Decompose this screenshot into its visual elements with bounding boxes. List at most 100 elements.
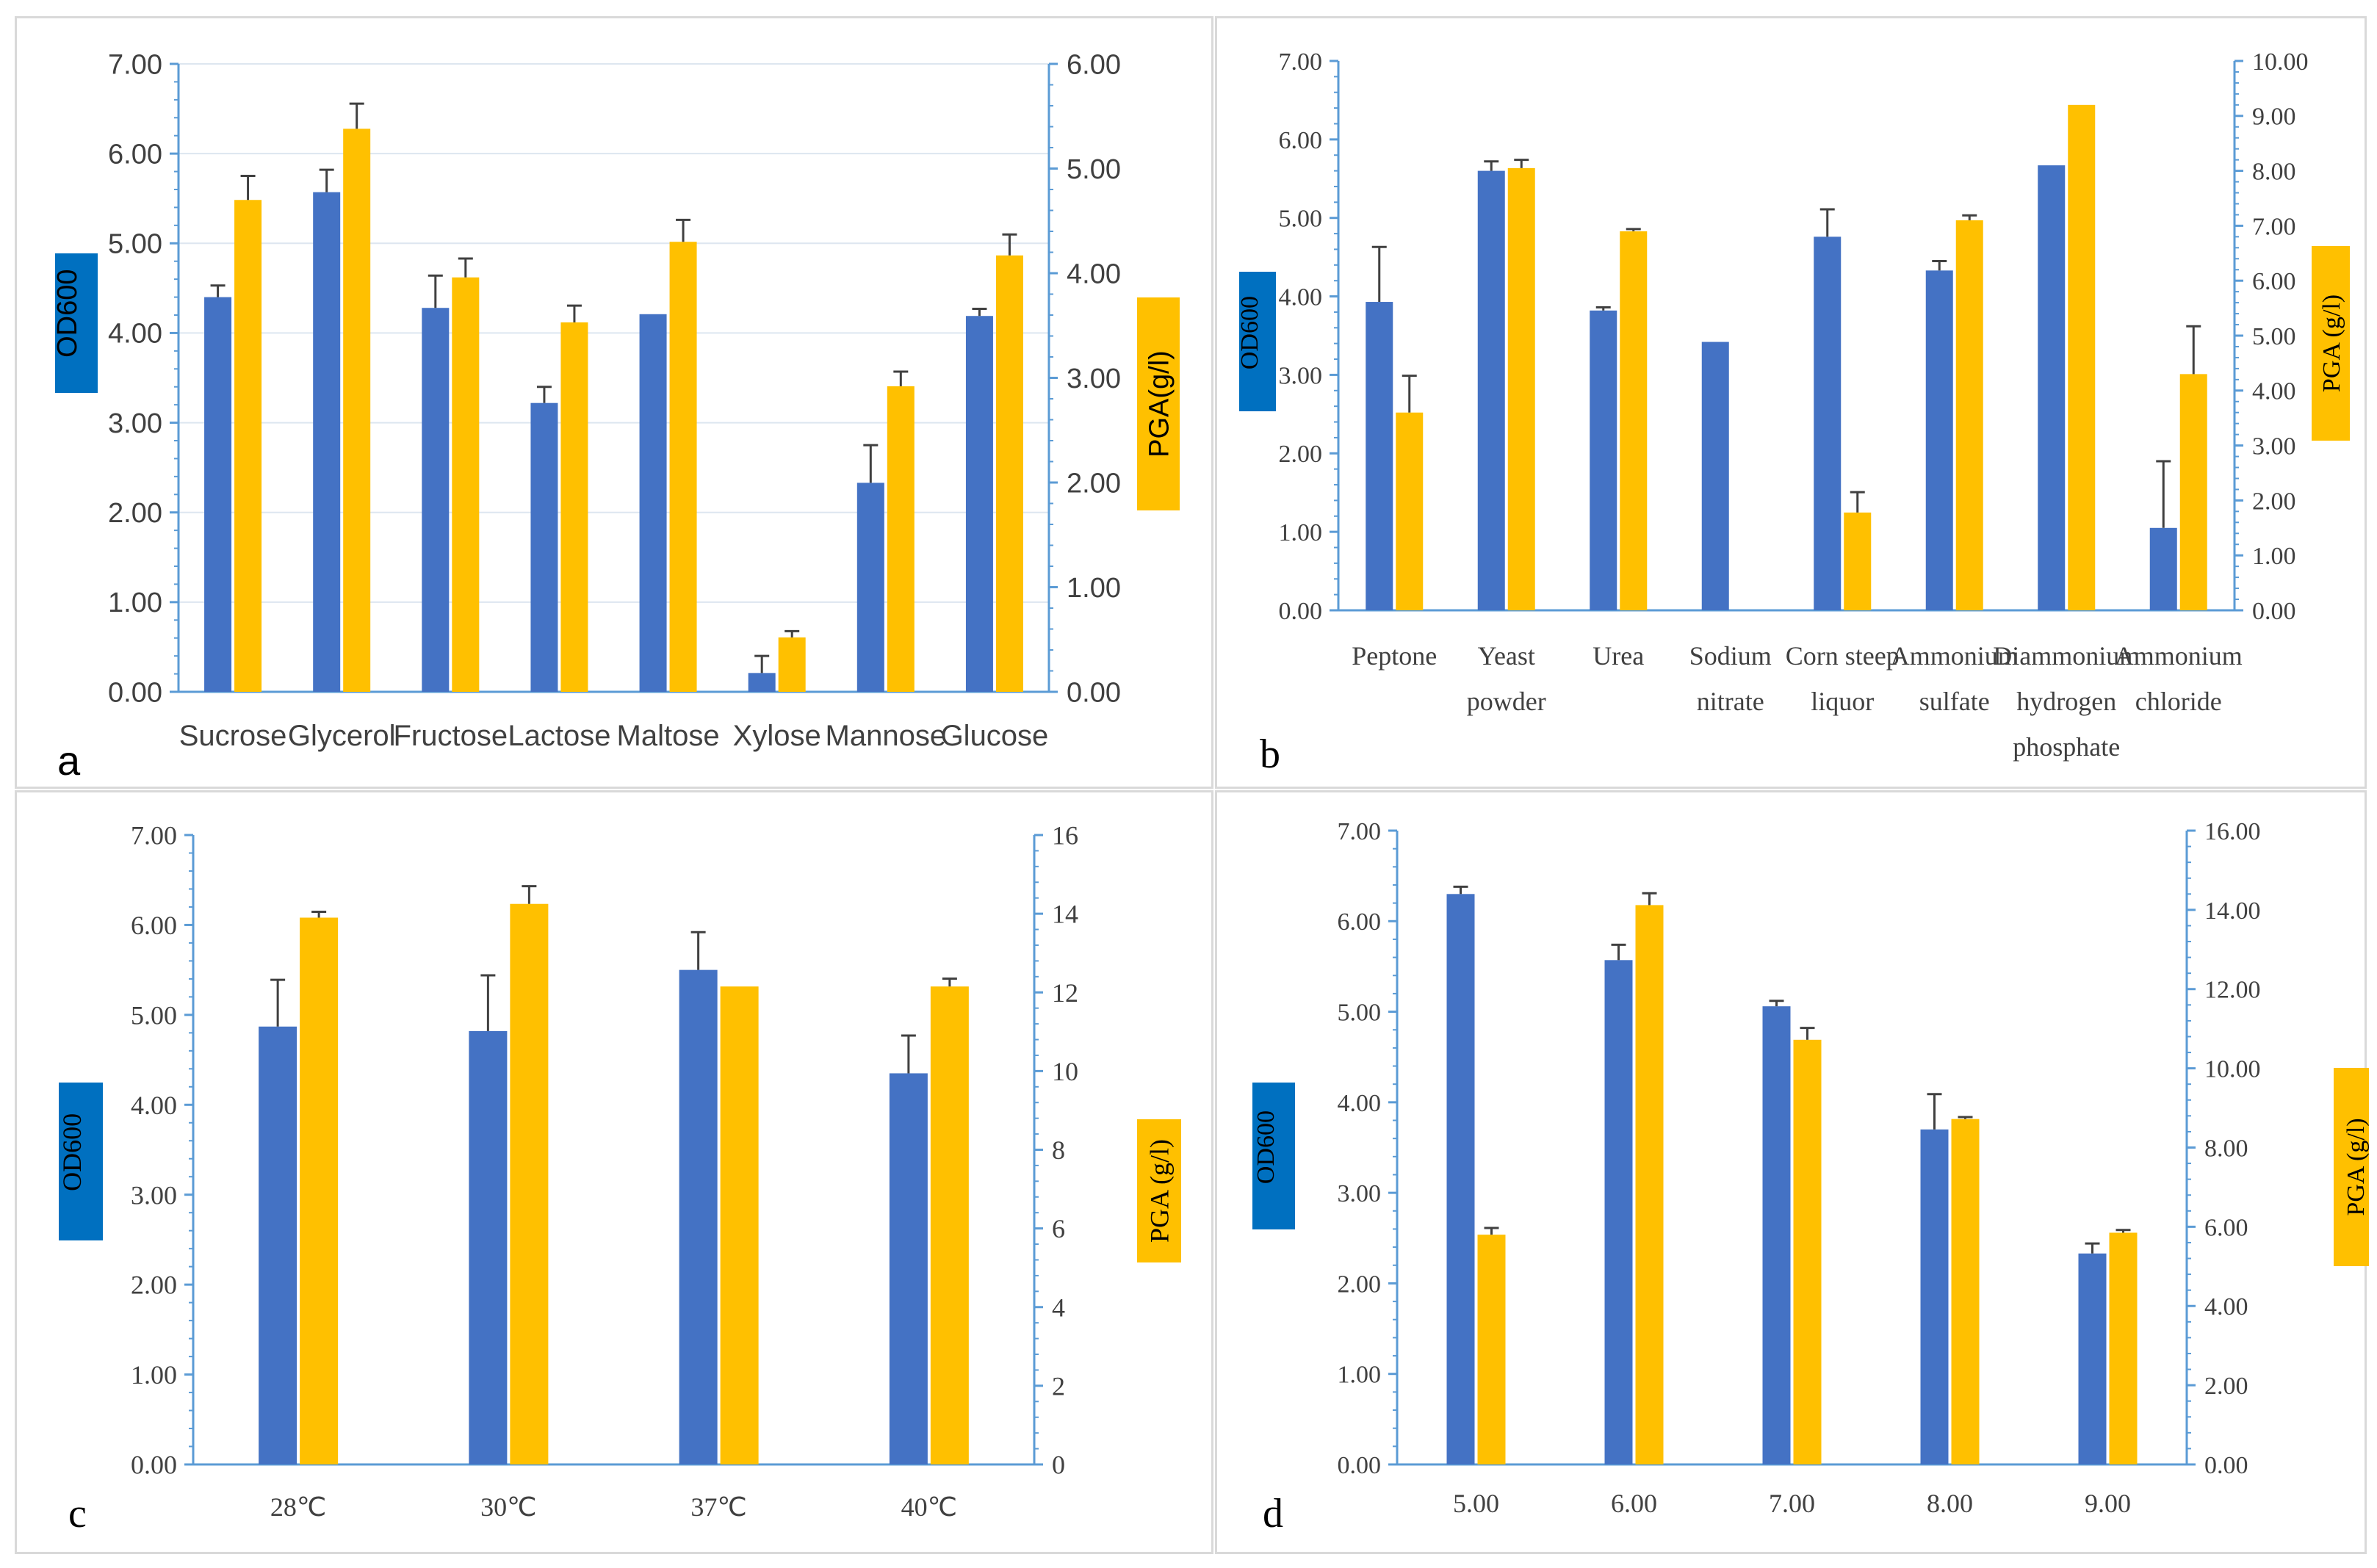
category-label: Lactose bbox=[508, 720, 610, 752]
category-label: Fructose bbox=[394, 720, 508, 752]
bar-pga bbox=[887, 386, 915, 692]
right-tick-label: 4.00 bbox=[2204, 1293, 2248, 1320]
bar-od600 bbox=[1762, 1006, 1791, 1464]
bar-pga bbox=[1620, 231, 1648, 610]
category-label: 28℃ bbox=[270, 1492, 326, 1522]
right-tick-label: 10 bbox=[1052, 1057, 1078, 1086]
category-label-line: chloride bbox=[2135, 687, 2222, 716]
bar-pga bbox=[778, 637, 806, 692]
bar-od600 bbox=[1701, 342, 1729, 610]
bar-od600 bbox=[2038, 165, 2066, 610]
category-label-line: 6.00 bbox=[1611, 1489, 1657, 1518]
od600-axis-label: OD600 bbox=[1252, 1110, 1280, 1184]
right-tick-label: 0.00 bbox=[1067, 677, 1121, 708]
category-label-line: Glycerol bbox=[288, 720, 396, 752]
right-tick-label: 8.00 bbox=[2204, 1135, 2248, 1162]
right-tick-label: 12.00 bbox=[2204, 977, 2261, 1004]
right-tick-label: 8.00 bbox=[2252, 159, 2296, 186]
bar-pga bbox=[995, 255, 1023, 692]
category-label: 8.00 bbox=[1927, 1489, 1973, 1518]
category-label: Sucrose bbox=[179, 720, 287, 752]
od600-label-box bbox=[55, 253, 98, 393]
pga-axis-label: PGA(g/l) bbox=[1144, 350, 1175, 458]
pga-label-box bbox=[2312, 246, 2350, 441]
category-label-line: Maltose bbox=[617, 720, 720, 752]
right-tick-label: 2 bbox=[1052, 1371, 1065, 1401]
od600-axis-label: OD600 bbox=[57, 1113, 87, 1191]
category-label: Ammonium chloride bbox=[2115, 641, 2243, 716]
category-label-line: Corn steep bbox=[1786, 641, 1900, 671]
bar-pga bbox=[300, 917, 339, 1464]
bar-od600 bbox=[2078, 1253, 2107, 1464]
bar-pga bbox=[1477, 1235, 1506, 1464]
category-label-line: phosphate bbox=[2013, 732, 2120, 762]
bar-od600 bbox=[1446, 894, 1475, 1464]
left-tick-label: 2.00 bbox=[131, 1271, 177, 1300]
bar-od600 bbox=[259, 1026, 297, 1464]
bar-od600 bbox=[748, 673, 776, 692]
chart-c-svg: 0.00 1.00 2.00 3.00 4.00 5.00 6.00 7.00 0 2 4 6 8 10 1… bbox=[57, 821, 1181, 1536]
right-tick-label: 3.00 bbox=[2252, 433, 2296, 460]
right-tick-label: 4.00 bbox=[1067, 259, 1121, 289]
left-tick-label: 4.00 bbox=[108, 319, 162, 350]
bar-pga bbox=[2109, 1232, 2138, 1464]
right-tick-label: 0 bbox=[1052, 1450, 1065, 1480]
category-label: Diammonium hydrogen phosphate bbox=[1993, 641, 2140, 762]
category-label-line: Yeast bbox=[1478, 641, 1535, 671]
bar-od600 bbox=[1920, 1129, 1949, 1464]
right-tick-label: 6.00 bbox=[2204, 1214, 2248, 1241]
right-tick-label: 4.00 bbox=[2252, 378, 2296, 405]
od600-label-box bbox=[1239, 272, 1276, 411]
left-tick-label: 0.00 bbox=[1279, 598, 1323, 625]
bar-od600 bbox=[679, 969, 718, 1464]
category-label-line: Mannose bbox=[826, 720, 947, 752]
right-tick-label: 6.00 bbox=[1067, 49, 1121, 80]
bar-od600 bbox=[469, 1030, 508, 1464]
left-tick-label: 2.00 bbox=[1338, 1271, 1382, 1298]
bar-pga bbox=[1635, 905, 1664, 1464]
right-tick-label: 2.00 bbox=[2204, 1373, 2248, 1400]
category-label: 40℃ bbox=[901, 1492, 957, 1522]
right-tick-label: 2.00 bbox=[1067, 468, 1121, 499]
left-tick-label: 7.00 bbox=[131, 821, 177, 850]
category-label-line: Sucrose bbox=[179, 720, 287, 752]
left-tick-label: 1.00 bbox=[1279, 519, 1323, 546]
category-label: Yeast powder bbox=[1467, 641, 1546, 716]
left-tick-label: 7.00 bbox=[108, 49, 162, 80]
bar-pga bbox=[1793, 1039, 1822, 1464]
left-tick-label: 2.00 bbox=[1279, 441, 1323, 468]
category-label-line: sulfate bbox=[1919, 687, 1990, 716]
category-label-line: 30℃ bbox=[480, 1492, 536, 1522]
od600-axis-label: OD600 bbox=[52, 269, 83, 357]
bar-pga bbox=[1951, 1119, 1980, 1464]
category-label-line: 9.00 bbox=[2085, 1489, 2131, 1518]
pga-axis-label: PGA (g/l) bbox=[1145, 1139, 1175, 1243]
bar-od600 bbox=[965, 316, 993, 692]
bar-od600 bbox=[1590, 310, 1617, 610]
right-tick-label: 6 bbox=[1052, 1214, 1065, 1243]
bar-pga bbox=[452, 277, 480, 692]
right-tick-label: 9.00 bbox=[2252, 104, 2296, 131]
right-tick-label: 16 bbox=[1052, 821, 1078, 850]
bar-pga bbox=[1955, 220, 1983, 610]
category-label-line: 5.00 bbox=[1453, 1489, 1499, 1518]
category-label: 7.00 bbox=[1769, 1489, 1815, 1518]
bar-od600 bbox=[856, 483, 884, 692]
right-tick-label: 8 bbox=[1052, 1135, 1065, 1165]
chart-panel-b: 0.00 1.00 2.00 3.00 4.00 5.00 6.00 7.00 0.00 1.00… bbox=[1215, 16, 2367, 789]
bar-pga bbox=[234, 200, 262, 692]
bar-od600 bbox=[1604, 960, 1633, 1464]
category-label-line: Fructose bbox=[394, 720, 508, 752]
panel-label: a bbox=[57, 737, 81, 784]
category-label: Xylose bbox=[733, 720, 821, 752]
left-tick-label: 4.00 bbox=[131, 1091, 177, 1120]
left-tick-label: 0.00 bbox=[131, 1450, 177, 1480]
bar-pga bbox=[1396, 412, 1424, 610]
right-tick-label: 16.00 bbox=[2204, 818, 2261, 845]
bar-od600 bbox=[313, 192, 341, 692]
category-label-line: Diammonium bbox=[1993, 641, 2140, 671]
bar-od600 bbox=[1814, 236, 1842, 610]
bar-od600 bbox=[1925, 270, 1953, 610]
category-label-line: 28℃ bbox=[270, 1492, 326, 1522]
bar-pga bbox=[1507, 167, 1535, 611]
